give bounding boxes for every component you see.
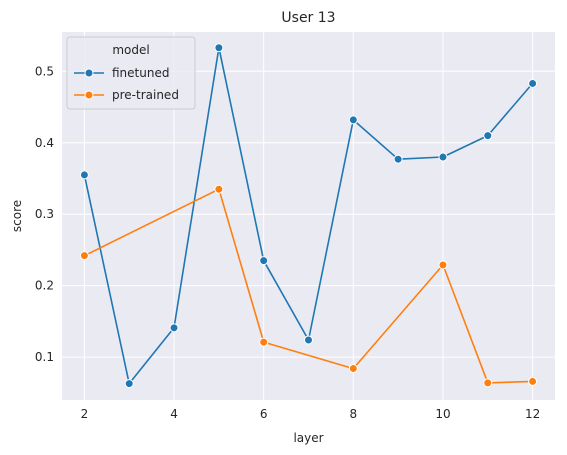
series-layer (79, 43, 538, 389)
data-point-finetuned (214, 43, 224, 53)
data-point-finetuned (483, 131, 493, 141)
data-point-finetuned (124, 379, 134, 389)
data-point-finetuned (348, 115, 358, 125)
y-tick-label: 0.2 (35, 279, 54, 293)
data-point-pre-trained (259, 337, 269, 347)
legend-entries: finetuned pre-trained (74, 66, 179, 102)
y-tick-label: 0.4 (35, 136, 54, 150)
data-point-finetuned (169, 323, 179, 333)
legend: model finetuned pre-trained (66, 36, 196, 110)
series-finetuned (79, 43, 538, 389)
x-tick-label: 4 (170, 407, 178, 421)
x-tick-label: 2 (81, 407, 89, 421)
data-point-pre-trained (348, 364, 358, 374)
data-point-finetuned (528, 78, 538, 88)
data-point-finetuned (304, 335, 313, 345)
x-tick-labels: 2 4 6 8 10 12 (81, 407, 541, 421)
x-tick-label: 8 (349, 407, 357, 421)
data-point-finetuned (438, 152, 448, 162)
legend-marker-finetuned (84, 68, 94, 78)
series-pre-trained (79, 184, 538, 388)
data-point-pre-trained (79, 251, 89, 261)
legend-title: model (112, 43, 149, 57)
x-axis-label: layer (293, 431, 323, 445)
data-point-pre-trained (438, 260, 448, 270)
x-tick-label: 10 (435, 407, 450, 421)
data-point-pre-trained (528, 376, 538, 386)
data-point-pre-trained (483, 378, 493, 388)
chart-title: User 13 (281, 10, 335, 26)
y-axis-label: score (10, 200, 24, 232)
x-tick-label: 12 (525, 407, 540, 421)
legend-box (66, 36, 196, 110)
y-tick-label: 0.5 (35, 64, 54, 78)
data-point-finetuned (79, 170, 89, 180)
data-point-finetuned (259, 256, 269, 266)
legend-label-pre-trained: pre-trained (112, 88, 179, 102)
y-tick-label: 0.3 (35, 207, 54, 221)
y-tick-label: 0.1 (35, 350, 54, 364)
y-tick-labels: 0.1 0.2 0.3 0.4 0.5 (35, 64, 54, 364)
x-tick-label: 6 (260, 407, 268, 421)
legend-marker-pre-trained (84, 90, 94, 100)
data-point-pre-trained (214, 184, 224, 194)
data-point-finetuned (393, 154, 403, 164)
legend-label-finetuned: finetuned (112, 66, 169, 80)
